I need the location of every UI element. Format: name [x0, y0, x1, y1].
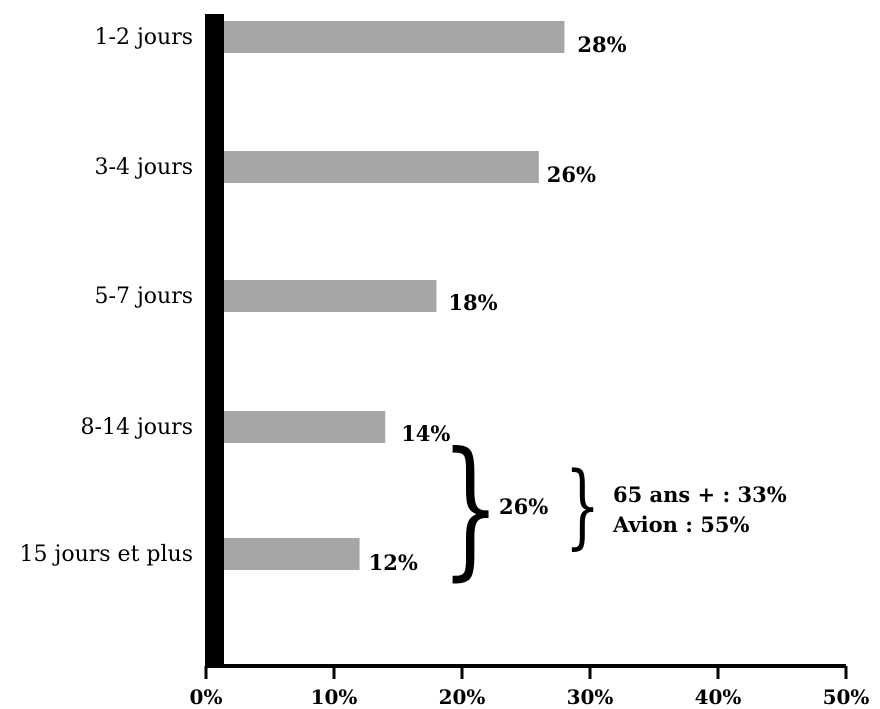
x-tick-label: 10%	[311, 685, 358, 709]
category-label: 5-7 jours	[95, 284, 193, 309]
labels-group: 1-2 jours 28% 3-4 jours 26% 5-7 jours 18% 8-14…	[20, 25, 627, 575]
category-label: 15 jours et plus	[20, 542, 193, 567]
value-label: 12%	[369, 550, 418, 575]
ticks-group: 0% 10% 20% 30% 40% 50%	[190, 666, 870, 709]
x-tick-label: 50%	[823, 685, 870, 709]
x-tick-label: 0%	[190, 685, 223, 709]
bar-2	[206, 151, 539, 183]
bar-4	[206, 411, 386, 443]
value-label: 14%	[401, 421, 450, 446]
bar-3	[206, 280, 437, 312]
x-tick-label: 20%	[439, 685, 486, 709]
category-label: 1-2 jours	[95, 25, 193, 50]
bar-5	[206, 538, 360, 570]
bar-1	[206, 21, 565, 53]
group-total-label: 26%	[499, 494, 548, 519]
detail-line-1: 65 ans + : 33%	[613, 482, 787, 507]
detail-brace: }	[565, 452, 600, 559]
x-tick-label: 40%	[695, 685, 742, 709]
detail-line-2: Avion : 55%	[612, 512, 749, 537]
category-label: 8-14 jours	[81, 415, 193, 440]
group-brace: }	[441, 421, 500, 595]
value-label: 26%	[547, 162, 596, 187]
category-label: 3-4 jours	[95, 155, 193, 180]
y-axis	[205, 14, 224, 666]
value-label: 28%	[577, 32, 626, 57]
x-tick-label: 30%	[567, 685, 614, 709]
bars-group	[206, 21, 565, 570]
value-label: 18%	[448, 290, 497, 315]
